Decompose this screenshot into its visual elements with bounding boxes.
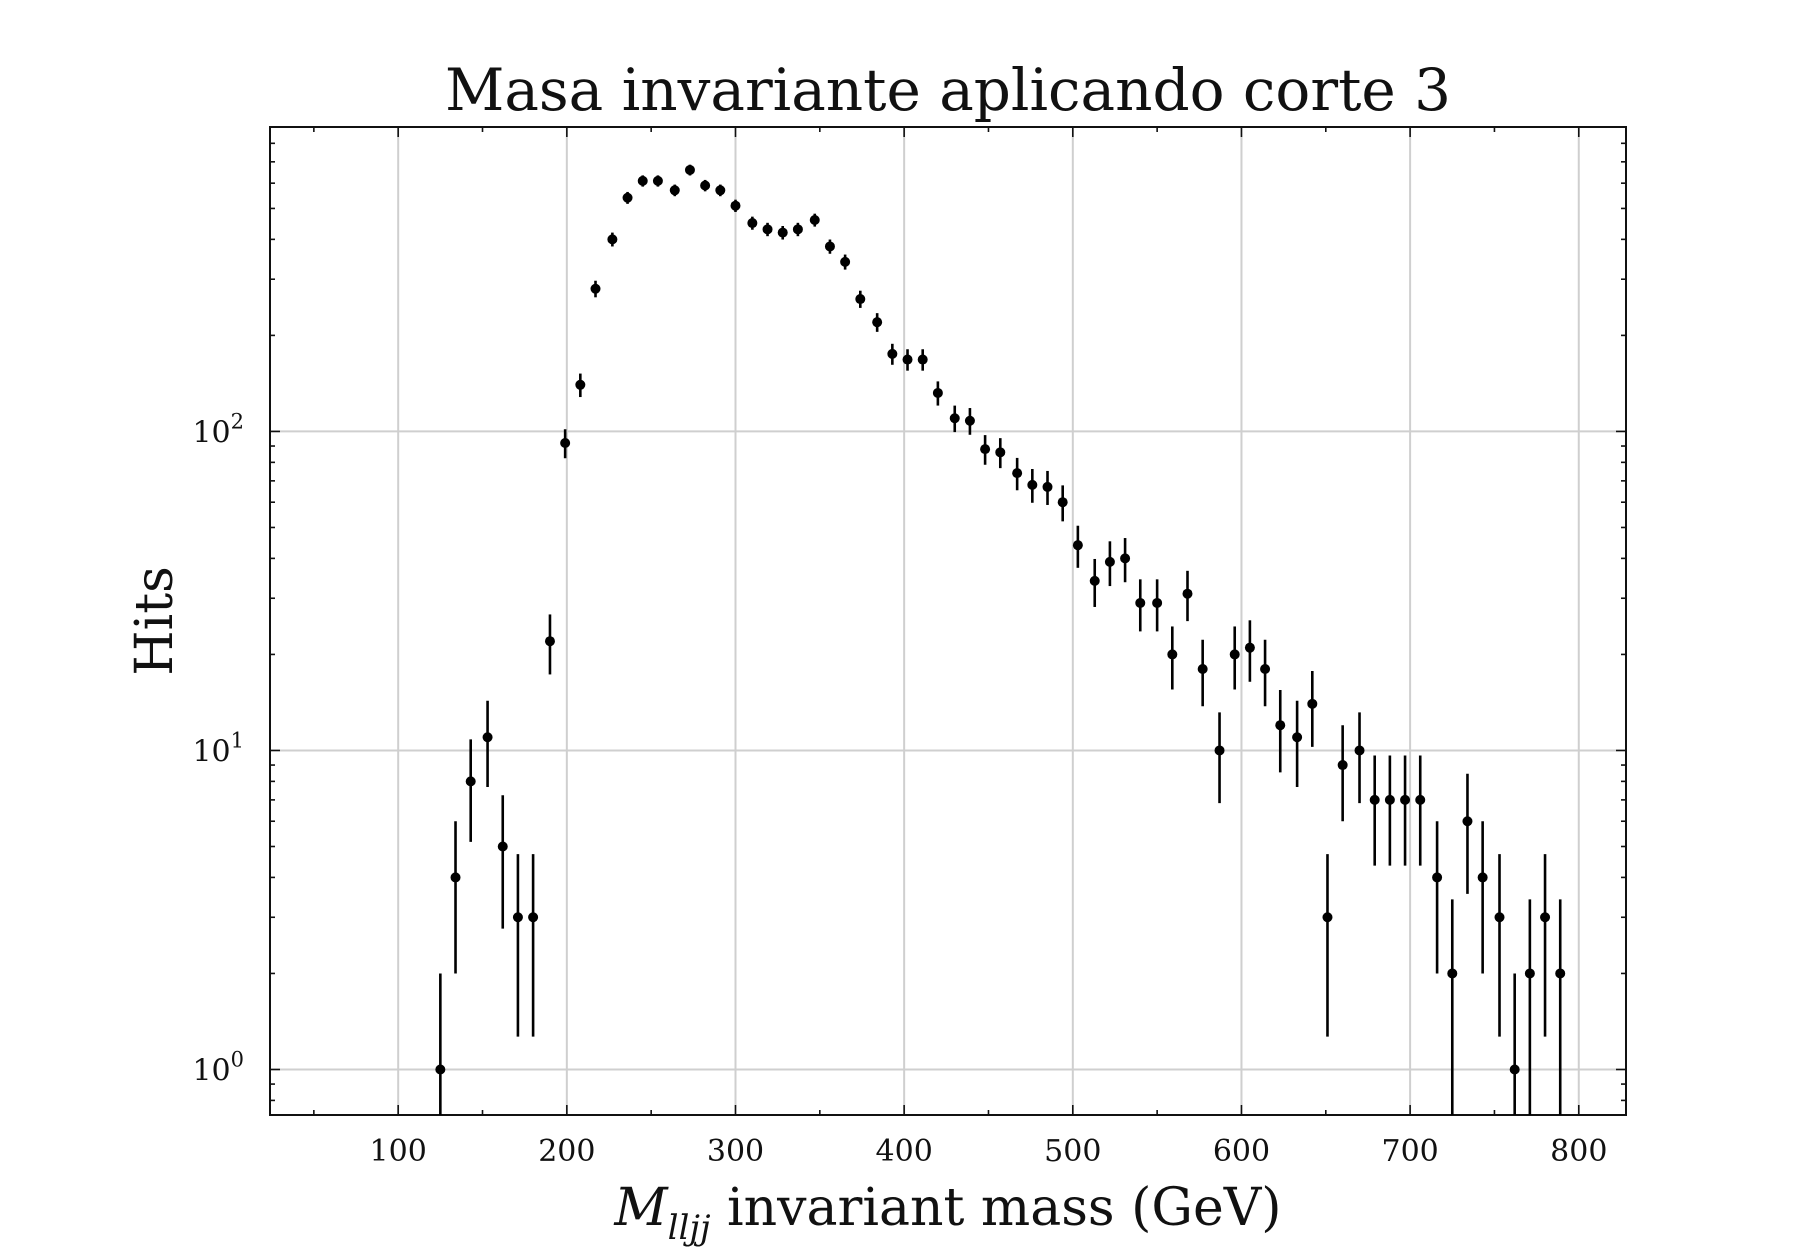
data-point — [762, 224, 773, 235]
data-point — [840, 256, 851, 267]
data-point — [777, 227, 788, 238]
data-point — [1057, 497, 1068, 508]
data-point — [435, 1064, 446, 1075]
data-point — [575, 379, 586, 390]
data-point — [622, 192, 633, 203]
y-tick-label: 100 — [192, 1047, 244, 1088]
data-point — [980, 444, 991, 455]
y-axis-label: Hits — [125, 566, 185, 676]
x-tick-label: 300 — [707, 1134, 764, 1169]
x-tick-label: 700 — [1381, 1134, 1438, 1169]
data-point — [1400, 794, 1411, 805]
x-tick-label: 100 — [370, 1134, 427, 1169]
x-tick-label: 800 — [1550, 1134, 1607, 1169]
data-point — [1042, 481, 1053, 492]
data-point — [932, 387, 943, 398]
grid-lines — [270, 127, 1626, 1115]
data-point — [917, 354, 928, 365]
data-point — [1555, 968, 1566, 979]
data-point — [1275, 720, 1286, 731]
data-point — [669, 185, 680, 196]
data-point — [715, 185, 726, 196]
data-point — [1197, 664, 1208, 675]
data-points — [435, 164, 1566, 1115]
x-tick-label: 500 — [1044, 1134, 1101, 1169]
data-point — [855, 294, 866, 305]
data-point — [1012, 468, 1023, 479]
data-point — [607, 234, 618, 245]
data-point — [1354, 745, 1365, 756]
data-point — [964, 415, 975, 426]
data-point — [528, 912, 539, 923]
data-point — [1509, 1064, 1520, 1075]
data-point — [809, 214, 820, 225]
data-point — [450, 872, 461, 883]
data-point — [1337, 760, 1348, 771]
data-point — [465, 776, 476, 787]
chart-title: Masa invariante aplicando corte 3 — [445, 56, 1451, 124]
data-point — [1244, 642, 1255, 653]
data-point — [1214, 745, 1225, 756]
data-point — [1369, 794, 1380, 805]
y-tick-label: 102 — [192, 409, 244, 450]
data-point — [1477, 872, 1488, 883]
data-point — [590, 283, 601, 294]
data-point — [1540, 912, 1551, 923]
data-point — [1182, 588, 1193, 599]
data-point — [652, 175, 663, 186]
data-point — [887, 348, 898, 359]
plot-frame — [269, 126, 1627, 1116]
data-point — [792, 224, 803, 235]
data-point — [1135, 597, 1146, 608]
data-point — [1322, 912, 1333, 923]
data-point — [995, 447, 1006, 458]
data-point — [684, 164, 695, 175]
data-point — [482, 732, 493, 743]
x-axis-label: Mlljj invariant mass (GeV) — [613, 1178, 1281, 1248]
data-point — [747, 218, 758, 229]
data-point — [1292, 732, 1303, 743]
data-point — [1494, 912, 1505, 923]
data-point — [1307, 698, 1318, 709]
data-point — [1072, 540, 1083, 551]
data-point — [637, 175, 648, 186]
data-point — [1415, 794, 1426, 805]
x-tick-label: 400 — [876, 1134, 933, 1169]
data-point — [872, 317, 883, 328]
y-tick-label: 101 — [192, 728, 244, 769]
data-point — [1432, 872, 1443, 883]
data-point — [700, 180, 711, 191]
data-point — [544, 636, 555, 647]
data-point — [1524, 968, 1535, 979]
data-point — [497, 841, 508, 852]
x-tick-label: 200 — [538, 1134, 595, 1169]
data-point — [560, 437, 571, 448]
data-point — [1447, 968, 1458, 979]
data-point — [730, 200, 741, 211]
data-point — [1027, 479, 1038, 490]
data-point — [1167, 649, 1178, 660]
data-point — [1384, 794, 1395, 805]
data-point — [1260, 664, 1271, 675]
data-point — [1152, 597, 1163, 608]
data-point — [1229, 649, 1240, 660]
data-point — [949, 413, 960, 424]
data-point — [1104, 556, 1115, 567]
data-point — [902, 354, 913, 365]
data-point — [512, 912, 523, 923]
data-point — [1120, 553, 1131, 564]
data-point — [824, 241, 835, 252]
data-point — [1462, 816, 1473, 827]
x-tick-label: 600 — [1213, 1134, 1270, 1169]
data-point — [1089, 575, 1100, 586]
